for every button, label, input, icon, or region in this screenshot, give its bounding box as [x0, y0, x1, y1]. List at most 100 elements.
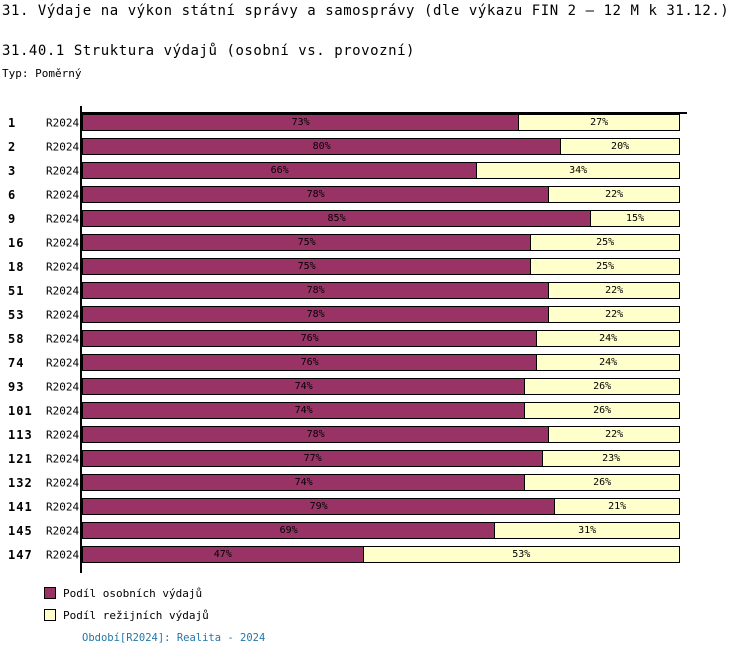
chart-row: 9 R2024 85% 15%	[0, 210, 750, 227]
bar-track: 75% 25%	[82, 258, 681, 275]
bar-track: 74% 26%	[82, 474, 681, 491]
category-label: 3	[8, 163, 17, 178]
bar-track: 77% 23%	[82, 450, 681, 467]
bar-track: 47% 53%	[82, 546, 681, 563]
bar-value-label: 22%	[605, 308, 624, 320]
bar-track: 74% 26%	[82, 402, 681, 419]
bar-segment-personal: 77%	[82, 450, 544, 467]
bar-segment-overhead: 20%	[560, 138, 680, 155]
bar-value-label: 85%	[327, 212, 346, 224]
period-label: R2024	[46, 428, 80, 441]
bar-value-label: 69%	[279, 524, 298, 536]
bar-track: 78% 22%	[82, 426, 681, 443]
legend-swatch-icon	[44, 587, 56, 599]
bar-value-label: 74%	[294, 404, 313, 416]
chart-row: 147 R2024 47% 53%	[0, 546, 750, 563]
bar-segment-personal: 79%	[82, 498, 556, 515]
bar-track: 78% 22%	[82, 306, 681, 323]
bar-track: 85% 15%	[82, 210, 681, 227]
bar-segment-overhead: 22%	[548, 426, 680, 443]
chart-row: 121 R2024 77% 23%	[0, 450, 750, 467]
bar-segment-personal: 74%	[82, 402, 526, 419]
legend-item: Podíl osobních výdajů	[44, 587, 202, 600]
bar-value-label: 31%	[578, 524, 597, 536]
period-label: R2024	[46, 356, 80, 369]
bar-value-label: 21%	[608, 500, 627, 512]
bar-track: 78% 22%	[82, 282, 681, 299]
period-label: R2024	[46, 260, 80, 273]
chart-row: 141 R2024 79% 21%	[0, 498, 750, 515]
chart-row: 113 R2024 78% 22%	[0, 426, 750, 443]
category-label: 58	[8, 331, 25, 346]
category-label: 101	[8, 403, 33, 418]
bar-track: 78% 22%	[82, 186, 681, 203]
bar-segment-personal: 66%	[82, 162, 478, 179]
bar-value-label: 78%	[306, 188, 325, 200]
bar-segment-overhead: 26%	[524, 474, 680, 491]
category-label: 6	[8, 187, 17, 202]
bar-value-label: 78%	[306, 428, 325, 440]
bar-segment-personal: 69%	[82, 522, 496, 539]
bar-value-label: 77%	[303, 452, 322, 464]
bar-value-label: 26%	[593, 404, 612, 416]
period-label: R2024	[46, 452, 80, 465]
y-axis-line	[80, 106, 82, 573]
bar-segment-overhead: 22%	[548, 282, 680, 299]
chart-type-label: Typ: Poměrný	[2, 67, 82, 80]
bar-segment-personal: 75%	[82, 234, 532, 251]
bar-segment-personal: 78%	[82, 282, 550, 299]
category-label: 93	[8, 379, 25, 394]
bar-value-label: 22%	[605, 188, 624, 200]
bar-segment-overhead: 15%	[590, 210, 680, 227]
category-label: 2	[8, 139, 17, 154]
bar-segment-overhead: 22%	[548, 186, 680, 203]
chart-row: 145 R2024 69% 31%	[0, 522, 750, 539]
bar-value-label: 22%	[605, 428, 624, 440]
chart-row: 1 R2024 73% 27%	[0, 114, 750, 131]
bar-value-label: 75%	[297, 236, 316, 248]
bar-segment-personal: 73%	[82, 114, 520, 131]
bar-segment-personal: 74%	[82, 378, 526, 395]
period-label: R2024	[46, 284, 80, 297]
category-label: 121	[8, 451, 33, 466]
bar-value-label: 76%	[300, 332, 319, 344]
bar-segment-personal: 78%	[82, 306, 550, 323]
category-label: 141	[8, 499, 33, 514]
bar-segment-overhead: 26%	[524, 378, 680, 395]
bar-segment-overhead: 31%	[494, 522, 680, 539]
bar-segment-overhead: 23%	[542, 450, 680, 467]
chart-subtitle: 31.40.1 Struktura výdajů (osobní vs. pro…	[2, 43, 416, 59]
bar-value-label: 22%	[605, 284, 624, 296]
bar-segment-overhead: 25%	[530, 234, 680, 251]
period-label: R2024	[46, 116, 80, 129]
bar-value-label: 26%	[593, 380, 612, 392]
bar-segment-overhead: 24%	[536, 330, 680, 347]
period-label: R2024	[46, 380, 80, 393]
bar-value-label: 27%	[590, 116, 609, 128]
chart-row: 3 R2024 66% 34%	[0, 162, 750, 179]
bar-segment-overhead: 53%	[362, 546, 680, 563]
chart-row: 6 R2024 78% 22%	[0, 186, 750, 203]
bar-value-label: 20%	[611, 140, 630, 152]
legend-item-label: Podíl režijních výdajů	[63, 608, 209, 622]
bar-segment-overhead: 34%	[476, 162, 680, 179]
period-label: R2024	[46, 500, 80, 513]
legend-swatch-icon	[44, 609, 56, 621]
bar-segment-personal: 76%	[82, 354, 538, 371]
bar-value-label: 34%	[569, 164, 588, 176]
bar-segment-overhead: 25%	[530, 258, 680, 275]
bar-segment-personal: 75%	[82, 258, 532, 275]
bar-value-label: 74%	[294, 476, 313, 488]
category-label: 145	[8, 523, 33, 538]
bar-segment-personal: 78%	[82, 426, 550, 443]
bar-value-label: 26%	[593, 476, 612, 488]
x-axis-top-line	[80, 112, 687, 114]
bar-value-label: 24%	[599, 356, 618, 368]
category-label: 53	[8, 307, 25, 322]
chart-row: 58 R2024 76% 24%	[0, 330, 750, 347]
bar-value-label: 73%	[291, 116, 310, 128]
bar-value-label: 66%	[270, 164, 289, 176]
plot-area: 1 R2024 73% 27% 2 R2024 80% 20% 3 R2024 66% 34% 6 R20…	[0, 106, 750, 576]
period-label: R2024	[46, 476, 80, 489]
category-label: 74	[8, 355, 25, 370]
